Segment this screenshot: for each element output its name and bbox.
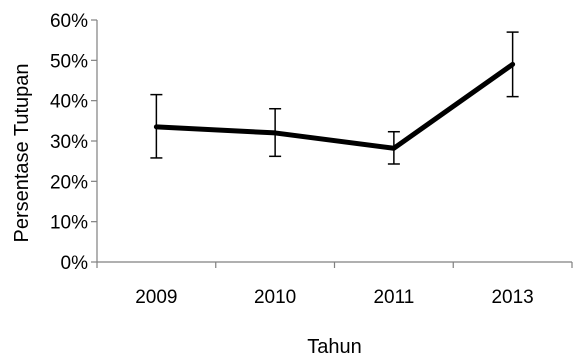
x-tick-label: 2010	[254, 287, 296, 308]
y-tick-label: 30%	[50, 132, 88, 153]
y-tick-label: 50%	[50, 51, 88, 72]
y-tick-label: 40%	[50, 92, 88, 113]
y-axis-title: Persentase Tutupan	[11, 63, 33, 242]
x-tick-label: 2013	[491, 287, 533, 308]
x-tick-label: 2009	[135, 287, 177, 308]
x-tick-label: 2011	[373, 287, 414, 308]
x-axis-ticks: 2009 2010 2011 2013	[96, 262, 573, 308]
series-line	[153, 61, 516, 151]
x-axis-title: Tahun	[307, 336, 362, 358]
y-axis-ticks: 0% 10% 20% 30% 40% 50% 60%	[50, 11, 97, 274]
y-tick-label: 0%	[61, 253, 89, 274]
y-tick-label: 10%	[50, 213, 88, 234]
y-tick-label: 60%	[50, 11, 88, 32]
y-tick-label: 20%	[50, 172, 88, 193]
